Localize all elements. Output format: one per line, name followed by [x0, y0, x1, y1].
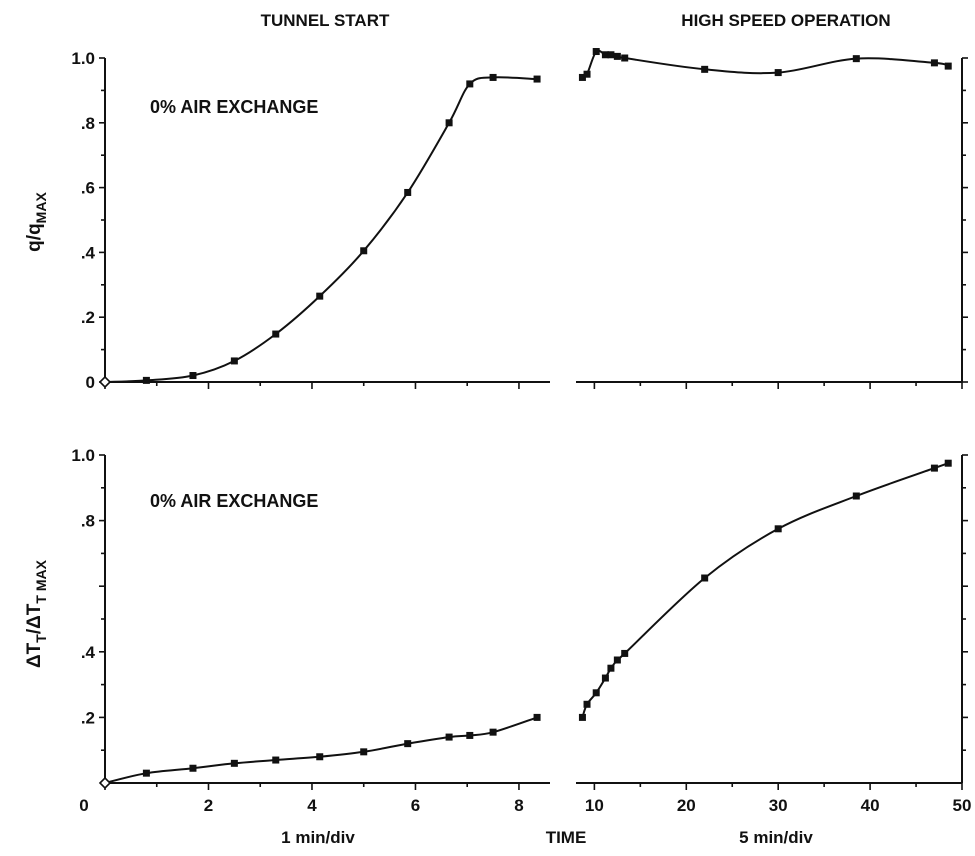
x-tick-label-left-2: 4	[307, 796, 317, 815]
top-y-axis-label-sub: MAX	[33, 192, 49, 224]
bottom-right-point-4	[607, 664, 615, 672]
top-left-point-5	[316, 292, 324, 300]
bottom-y-tick-label-1: .4	[81, 643, 96, 662]
bottom-y-axis-label-sub: T	[33, 634, 49, 643]
bottom-right-point-8	[774, 525, 782, 533]
x-axis-title: TIME	[546, 828, 587, 847]
x-unit-left: 1 min/div	[281, 828, 355, 847]
bottom-right-point-5	[613, 656, 621, 664]
top-y-tick-label-0: 0	[86, 373, 95, 392]
bottom-right-curve	[581, 462, 949, 718]
bottom-annotation: 0% AIR EXCHANGE	[150, 491, 318, 511]
bottom-left-curve	[104, 716, 538, 784]
bottom-left-point-5	[316, 753, 324, 761]
top-left-point-9	[466, 80, 474, 88]
top-left-point-11	[533, 75, 541, 83]
bottom-y-axis-label-main: ΔT	[24, 642, 45, 668]
top-y-tick-label-2: .4	[81, 243, 96, 262]
bottom-left-point-1	[142, 769, 150, 777]
bottom-left-point-6	[360, 748, 368, 756]
top-right-point-4	[607, 51, 615, 59]
top-y-axis-label-main: q/q	[24, 223, 45, 252]
top-left-point-6	[360, 247, 368, 255]
bottom-left-point-3	[230, 759, 238, 767]
bottom-right-point-9	[852, 492, 860, 500]
bottom-right-point-10	[930, 464, 938, 472]
top-y-tick-label-3: .6	[81, 179, 95, 198]
x-tick-label-right-2: 30	[769, 796, 788, 815]
top-left-point-0	[98, 375, 112, 389]
top-left-point-2	[189, 372, 197, 380]
bottom-right-point-2	[592, 689, 600, 697]
bottom-left-point-11	[533, 713, 541, 721]
bottom-y-tick-label-3: .8	[81, 512, 95, 531]
top-y-axis-label: q/qMAX	[24, 192, 49, 252]
bottom-y-axis-label-mid: /ΔT	[24, 603, 45, 634]
top-y-tick-label-4: .8	[81, 114, 95, 133]
top-left-point-1	[142, 376, 150, 384]
bottom-y-axis-label-sub2: T MAX	[33, 559, 49, 603]
plot-layer: 0 .2 .4 .6 .8 1.0 .2 .4 .8 1.0 0 2 4 6 8 10 20 30 40 50	[71, 48, 971, 815]
top-left-point-7	[404, 188, 412, 196]
top-right-point-11	[944, 62, 952, 70]
header-tunnel-start: TUNNEL START	[261, 11, 390, 30]
x-tick-label-right-1: 20	[677, 796, 696, 815]
top-left-point-10	[489, 73, 497, 81]
x-tick-label-right-0: 10	[585, 796, 604, 815]
top-annotation: 0% AIR EXCHANGE	[150, 97, 318, 117]
top-left-point-4	[272, 330, 280, 338]
x-tick-label-right-3: 40	[861, 796, 880, 815]
bottom-right-point-0	[578, 713, 586, 721]
top-left-point-3	[230, 357, 238, 365]
bottom-left-point-4	[272, 756, 280, 764]
bottom-left-point-9	[466, 731, 474, 739]
top-right-point-9	[852, 55, 860, 63]
bottom-left-point-10	[489, 728, 497, 736]
top-y-tick-label-1: .2	[81, 308, 95, 327]
top-right-point-6	[621, 54, 629, 62]
top-left-point-8	[445, 119, 453, 127]
x-tick-label-left-1: 2	[204, 796, 213, 815]
top-right-point-0	[578, 73, 586, 81]
top-right-point-8	[774, 69, 782, 77]
top-right-point-3	[601, 51, 609, 59]
top-right-point-2	[592, 48, 600, 56]
bottom-left-point-0	[98, 776, 112, 790]
top-right-point-5	[613, 52, 621, 60]
x-tick-label-left-4: 8	[514, 796, 523, 815]
top-right-point-1	[583, 70, 591, 78]
bottom-right-point-1	[583, 700, 591, 708]
top-right-point-10	[930, 59, 938, 67]
top-y-tick-label-5: 1.0	[71, 49, 95, 68]
bottom-right-point-6	[621, 649, 629, 657]
x-tick-label-left-3: 6	[411, 796, 420, 815]
bottom-y-axis-label: ΔTT/ΔTT MAX	[24, 559, 49, 668]
top-right-point-7	[701, 65, 709, 73]
x-unit-right: 5 min/div	[739, 828, 813, 847]
bottom-right-point-7	[701, 574, 709, 582]
bottom-left-point-7	[404, 740, 412, 748]
top-right-curve	[581, 49, 949, 79]
bottom-y-tick-label-0: .2	[81, 708, 95, 727]
bottom-left-point-8	[445, 733, 453, 741]
bottom-right-point-11	[944, 459, 952, 467]
top-left-curve	[104, 76, 538, 383]
x-tick-label-left-0: 0	[79, 796, 88, 815]
bottom-right-point-3	[601, 674, 609, 682]
bottom-left-point-2	[189, 764, 197, 772]
header-high-speed-operation: HIGH SPEED OPERATION	[681, 11, 890, 30]
bottom-y-tick-label-4: 1.0	[71, 446, 95, 465]
x-tick-label-right-4: 50	[953, 796, 972, 815]
